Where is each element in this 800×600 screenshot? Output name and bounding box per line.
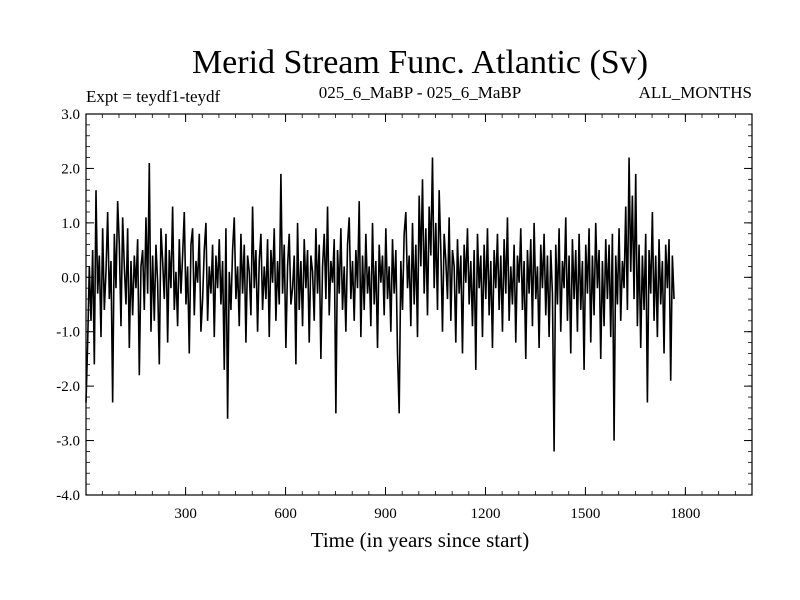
y-tick-label: 1.0 xyxy=(61,216,80,232)
months-label: ALL_MONTHS xyxy=(639,83,752,102)
x-tick-label: 1200 xyxy=(470,506,500,522)
x-axis-label: Time (in years since start) xyxy=(311,528,530,552)
y-tick-label: 3.0 xyxy=(61,107,80,123)
y-tick-label: -3.0 xyxy=(56,434,80,450)
ticks-layer: -4.0 -3.0 -2.0 -1.0 0.0 1.0 2.0 3.0 300 600 900 120… xyxy=(56,107,752,522)
x-tick-label: 1500 xyxy=(570,506,600,522)
x-tick-label: 600 xyxy=(274,506,297,522)
x-tick-label: 300 xyxy=(174,506,197,522)
experiment-label: Expt = teydf1-teydf xyxy=(86,87,221,106)
y-tick-label: 0.0 xyxy=(61,270,80,286)
y-tick-label: -1.0 xyxy=(56,325,80,341)
y-tick-label: -4.0 xyxy=(56,488,80,504)
series-line xyxy=(85,157,675,452)
chart-title: Merid Stream Func. Atlantic (Sv) xyxy=(192,44,648,81)
period-label: 025_6_MaBP - 025_6_MaBP xyxy=(319,83,521,102)
series-layer xyxy=(85,157,675,452)
x-tick-label: 900 xyxy=(374,506,397,522)
x-tick-label: 1800 xyxy=(670,506,700,522)
y-tick-label: -2.0 xyxy=(56,379,80,395)
y-tick-label: 2.0 xyxy=(61,161,80,177)
